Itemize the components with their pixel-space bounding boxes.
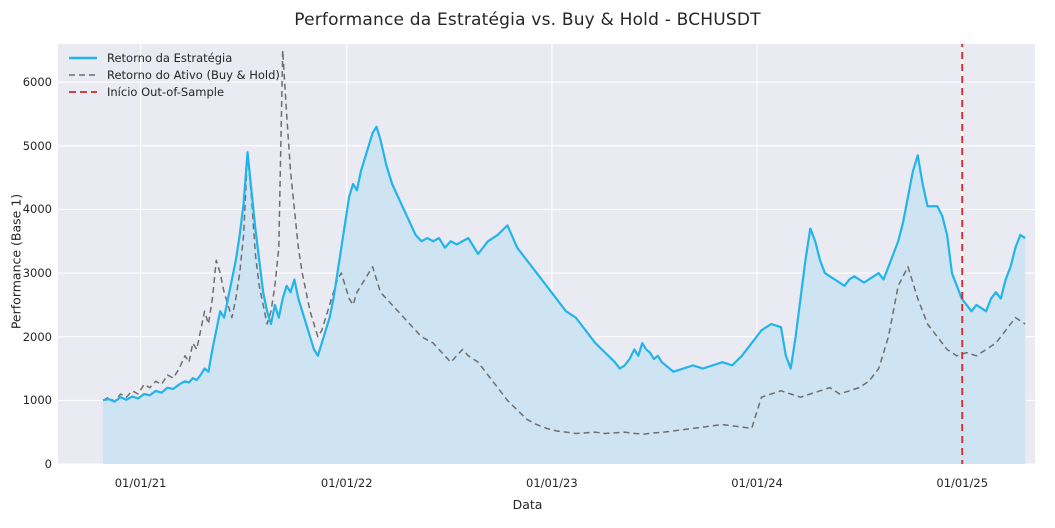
legend-label-strategy: Retorno da Estratégia — [107, 51, 233, 65]
asset-line — [102, 49, 1026, 435]
x-tick-label: 01/01/23 — [526, 476, 578, 490]
strategy-area-fill — [102, 126, 1026, 464]
y-tick-label: 6000 — [22, 75, 52, 90]
x-tick-label: 01/01/21 — [114, 476, 167, 490]
legend-item-oos: Início Out-of-Sample — [68, 84, 280, 100]
chart-legend: Retorno da Estratégia Retorno do Ativo (… — [68, 50, 280, 101]
plot-area — [58, 44, 1035, 464]
legend-item-strategy: Retorno da Estratégia — [68, 50, 280, 66]
y-tick-label: 1000 — [22, 393, 52, 408]
legend-label-asset: Retorno do Ativo (Buy & Hold) — [107, 68, 280, 82]
solid-line-icon — [68, 52, 98, 64]
x-tick-label: 01/01/24 — [731, 476, 783, 490]
legend-label-oos: Início Out-of-Sample — [107, 85, 225, 99]
x-tick-label: 01/01/22 — [320, 476, 373, 490]
legend-item-asset: Retorno do Ativo (Buy & Hold) — [68, 67, 280, 83]
red-dashed-line-icon — [68, 86, 98, 98]
chart-title: Performance da Estratégia vs. Buy & Hold… — [294, 10, 761, 30]
plot-canvas — [58, 44, 1035, 464]
y-axis-label: Performance (Base 1) — [8, 193, 24, 330]
x-axis-label: Data — [512, 497, 543, 512]
x-tick-label: 01/01/25 — [936, 476, 989, 490]
strategy-line — [102, 125, 1026, 403]
y-tick-label: 0 — [44, 457, 52, 471]
dashed-line-icon — [68, 69, 98, 81]
